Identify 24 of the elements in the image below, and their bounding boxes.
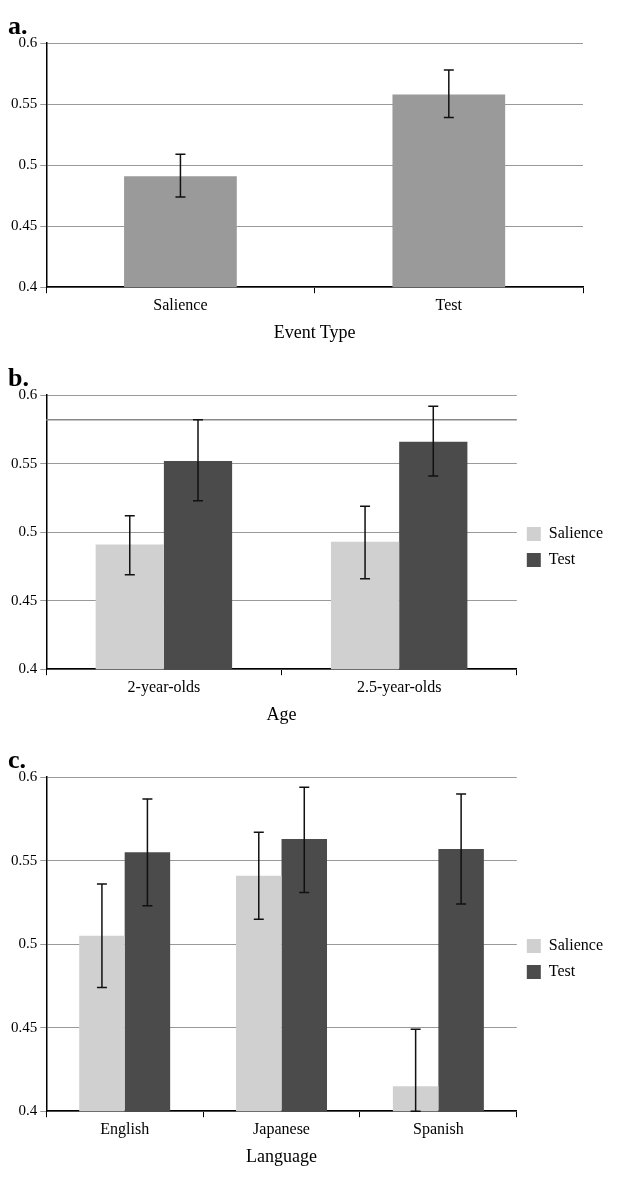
y-tick-label: 0.4 — [18, 1102, 38, 1119]
y-tick-label: 0.55 — [11, 454, 38, 471]
legend-label: Test — [548, 962, 576, 980]
y-tick-label: 0.5 — [18, 523, 38, 540]
legend-label: Test — [548, 550, 576, 568]
x-axis-title: Language — [246, 1145, 318, 1166]
y-tick-label: 0.4 — [18, 278, 38, 295]
legend-label: Salience — [548, 936, 604, 954]
x-tick-label: Spanish — [413, 1120, 464, 1138]
y-tick-label: 0.55 — [11, 851, 38, 868]
x-tick-label: Japanese — [253, 1120, 310, 1138]
y-tick-label: 0.4 — [18, 660, 38, 677]
y-tick-label: 0.45 — [11, 217, 38, 234]
x-tick-label: English — [100, 1120, 150, 1138]
legend-label: Salience — [548, 524, 604, 542]
y-tick-label: 0.5 — [18, 935, 38, 952]
y-tick-label: 0.45 — [11, 1018, 38, 1035]
y-tick-label: 0.45 — [11, 591, 38, 608]
x-tick-label: 2-year-olds — [127, 678, 201, 696]
x-axis-title: Event Type — [273, 321, 356, 342]
y-tick-label: 0.55 — [11, 95, 38, 112]
x-axis-title: Age — [266, 703, 297, 724]
y-tick-label: 0.5 — [18, 156, 38, 173]
x-tick-label: 2.5-year-olds — [356, 678, 442, 696]
